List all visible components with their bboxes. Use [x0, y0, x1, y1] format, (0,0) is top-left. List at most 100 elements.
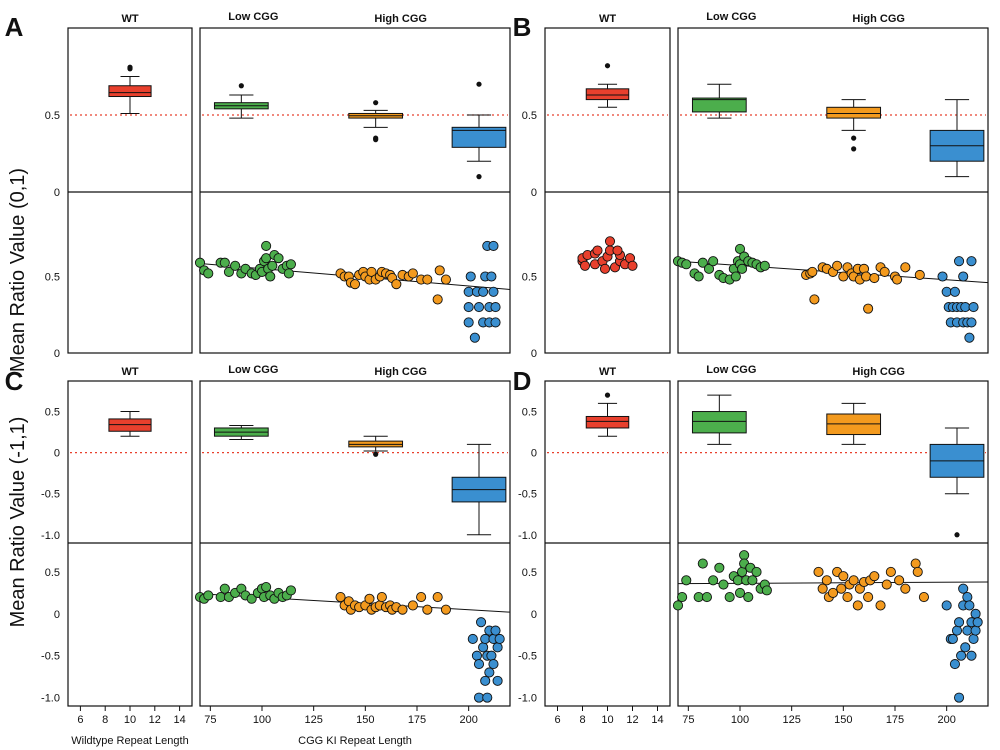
- scatter-point: [627, 260, 638, 271]
- scatter-point: [203, 590, 214, 601]
- box-title-high-d: High CGG: [852, 366, 905, 378]
- scatter-point: [947, 633, 958, 645]
- x-tick-cgg-c-3: 150: [356, 714, 374, 726]
- scatter-point: [958, 583, 969, 594]
- scatter-point: [739, 550, 750, 561]
- scatter-point: [724, 592, 735, 603]
- scatter-point: [492, 675, 503, 686]
- y-tick-box-b-0: 0.5: [522, 110, 537, 122]
- panel-letter-d: D: [513, 366, 532, 396]
- box-plot-wt-b: [585, 63, 630, 108]
- scatter-point: [283, 268, 294, 279]
- scatter-point: [492, 642, 503, 653]
- scatter-point: [836, 583, 847, 594]
- scatter-point: [599, 263, 611, 274]
- scatter-point: [422, 604, 433, 615]
- scatter-point: [391, 279, 402, 290]
- scatter-series-long-c: [467, 617, 505, 703]
- scatter-point: [958, 271, 969, 282]
- scatter-point: [734, 587, 746, 598]
- scatter-point: [714, 562, 725, 573]
- scatter-point: [914, 269, 925, 281]
- x-tick-wt-d-2: 10: [601, 714, 613, 726]
- y-tick-scatter-d-0: 0.5: [522, 567, 537, 579]
- x-tick-cgg-c-1: 100: [253, 714, 271, 726]
- box-title-low-c: Low CGG: [228, 364, 278, 376]
- scatter-point: [863, 303, 874, 314]
- scatter-point: [422, 274, 433, 285]
- y-tick-box-d-0: 0.5: [522, 407, 537, 419]
- scatter-point: [737, 566, 748, 577]
- scatter-point: [612, 245, 623, 256]
- scatter-point: [440, 274, 451, 285]
- box-plot-high-d: [826, 402, 882, 445]
- box-plot-wt-d: [585, 392, 630, 437]
- scatter-point: [484, 667, 495, 678]
- y-tick-scatter-c-0: 0.5: [45, 567, 60, 579]
- scatter-point: [863, 592, 874, 603]
- scatter-series-long-d: [941, 583, 983, 703]
- scatter-point: [842, 592, 853, 603]
- scatter-point: [604, 236, 616, 247]
- scatter-point: [910, 558, 921, 569]
- scatter-point: [972, 617, 983, 628]
- scatter-point: [900, 583, 911, 594]
- x-tick-wt-c-0: 6: [77, 714, 83, 726]
- panel-frame-a-wt: [67, 27, 193, 354]
- box-outlier: [238, 83, 244, 89]
- y-tick-box-c-1: 0: [54, 448, 60, 460]
- scatter-point: [203, 268, 214, 279]
- scatter-point: [912, 566, 923, 577]
- panel-letter-c: C: [5, 366, 24, 396]
- y-tick-box-a-1: 0: [54, 187, 60, 199]
- y-tick-box-d-3: -1.0: [518, 530, 537, 542]
- scatter-point: [486, 650, 497, 661]
- scatter-point: [488, 659, 499, 670]
- x-tick-cgg-c-5: 200: [459, 714, 477, 726]
- panel-frame-b-cgg: [677, 27, 989, 354]
- box-body: [585, 415, 630, 429]
- scatter-point: [881, 579, 892, 590]
- x-axis-label-cgg: CGG KI Repeat Length: [298, 735, 412, 747]
- box-title-high-a: High CGG: [374, 13, 427, 25]
- y-tick-scatter-b-1: 0: [531, 348, 537, 360]
- y-tick-scatter-c-3: -1.0: [41, 693, 60, 705]
- scatter-point: [703, 263, 715, 274]
- scatter-point: [869, 571, 880, 582]
- scatter-point: [832, 260, 843, 271]
- x-tick-wt-c-2: 10: [124, 714, 136, 726]
- scatter-point: [471, 650, 482, 661]
- box-outlier: [373, 137, 379, 143]
- box-plot-long-b: [929, 99, 985, 178]
- scatter-point: [480, 675, 491, 686]
- scatter-point: [693, 271, 704, 282]
- scatter-point: [807, 266, 818, 277]
- x-tick-cgg-d-5: 200: [937, 714, 955, 726]
- box-plot-wt-c: [108, 411, 152, 437]
- scatter-point: [376, 592, 387, 603]
- scatter-point: [285, 585, 296, 596]
- scatter-point: [751, 566, 762, 577]
- scatter-series-long-a: [463, 240, 501, 343]
- scatter-point: [968, 302, 979, 313]
- scatter-series-long-b: [937, 256, 979, 343]
- scatter-point: [941, 600, 952, 611]
- y-tick-scatter-d-1: 0: [531, 609, 537, 621]
- scatter-point: [219, 583, 230, 594]
- scatter-point: [759, 260, 770, 271]
- scatter-point: [968, 633, 979, 645]
- y-axis-label-top: Mean Ratio Value (0,1): [7, 168, 29, 372]
- scatter-point: [432, 592, 443, 603]
- scatter-point: [747, 575, 758, 586]
- scatter-point: [230, 260, 241, 271]
- fit-line-d: [677, 581, 989, 585]
- scatter-point: [827, 587, 839, 598]
- box-body: [826, 106, 882, 119]
- scatter-point: [440, 604, 451, 615]
- scatter-point: [962, 592, 973, 603]
- scatter-point: [219, 257, 230, 268]
- y-tick-box-c-3: -1.0: [41, 530, 60, 542]
- scatter-point: [817, 583, 828, 594]
- scatter-point: [966, 256, 977, 267]
- x-tick-wt-d-3: 12: [626, 714, 638, 726]
